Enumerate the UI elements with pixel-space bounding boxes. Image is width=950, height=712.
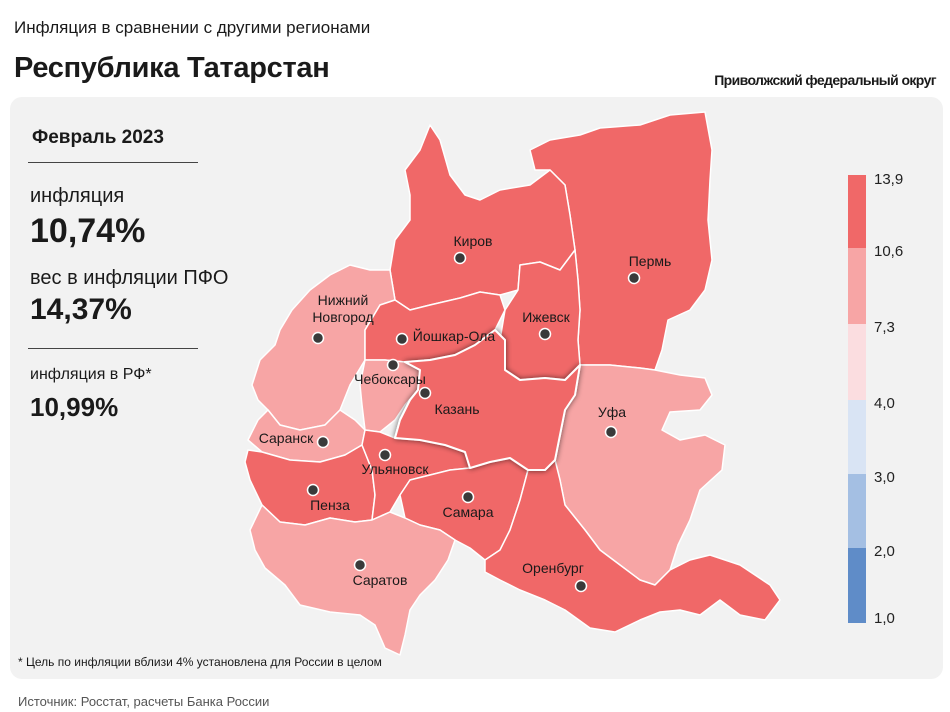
legend-swatch — [848, 248, 866, 324]
legend-swatch — [848, 548, 866, 623]
rf-inflation-label: инфляция в РФ* — [30, 366, 152, 383]
legend-swatch — [848, 474, 866, 548]
legend-label: 3,0 — [874, 469, 895, 486]
city-label: Чебоксары — [354, 371, 426, 387]
city-marker[interactable] — [604, 425, 618, 439]
city-marker[interactable] — [316, 435, 330, 449]
region-tatarstan[interactable] — [394, 329, 581, 471]
city-label: Саранск — [259, 430, 314, 446]
city-marker[interactable] — [538, 327, 552, 341]
page-subtitle: Инфляция в сравнении с другими регионами — [14, 18, 371, 37]
inflation-value: 10,74% — [30, 212, 146, 250]
divider — [28, 348, 198, 349]
legend-swatch — [848, 324, 866, 400]
legend-label: 4,0 — [874, 395, 895, 412]
city-label: Оренбург — [522, 560, 584, 576]
city-label: Уфа — [598, 404, 626, 420]
city-marker[interactable] — [418, 386, 432, 400]
legend-label: 10,6 — [874, 243, 904, 260]
inflation-label: инфляция — [30, 185, 125, 207]
city-marker[interactable] — [461, 490, 475, 504]
city-marker[interactable] — [306, 483, 320, 497]
city-marker[interactable] — [627, 271, 641, 285]
city-label: Пенза — [310, 497, 350, 513]
city-marker[interactable] — [378, 448, 392, 462]
divider — [28, 162, 198, 163]
legend-label: 2,0 — [874, 543, 895, 560]
region-chuvashia[interactable] — [359, 359, 421, 433]
legend-swatch — [848, 400, 866, 474]
city-label: Киров — [454, 233, 493, 249]
city-label: Нижний Новгород — [312, 292, 373, 325]
city-marker[interactable] — [353, 558, 367, 572]
footnote: * Цель по инфляции вблизи 4% установлена… — [18, 655, 382, 669]
city-label: Саратов — [353, 572, 408, 588]
city-label: Ижевск — [522, 309, 570, 325]
weight-label: вес в инфляции ПФО — [30, 267, 229, 289]
legend-label: 1,0 — [874, 610, 895, 627]
city-marker[interactable] — [386, 358, 400, 372]
city-label: Казань — [434, 401, 479, 417]
city-label: Самара — [442, 504, 493, 520]
source-note: Источник: Росстат, расчеты Банка России — [18, 694, 270, 709]
city-marker[interactable] — [311, 331, 325, 345]
legend-label: 13,9 — [874, 171, 904, 188]
legend-swatch — [848, 175, 866, 248]
city-label: Ульяновск — [362, 461, 430, 477]
city-marker[interactable] — [574, 579, 588, 593]
legend-label: 7,3 — [874, 319, 895, 336]
month-label: Февраль 2023 — [32, 127, 164, 148]
region-saratov[interactable] — [249, 504, 456, 656]
city-marker[interactable] — [395, 332, 409, 346]
city-marker[interactable] — [453, 251, 467, 265]
rf-inflation-value: 10,99% — [30, 392, 119, 422]
city-label: Йошкар-Ола — [413, 327, 496, 344]
legend-scale — [848, 175, 866, 623]
city-label: Пермь — [629, 253, 672, 269]
weight-value: 14,37% — [30, 293, 132, 326]
district-label: Приволжский федеральный округ — [714, 72, 936, 88]
page-title: Республика Татарстан — [14, 52, 330, 84]
